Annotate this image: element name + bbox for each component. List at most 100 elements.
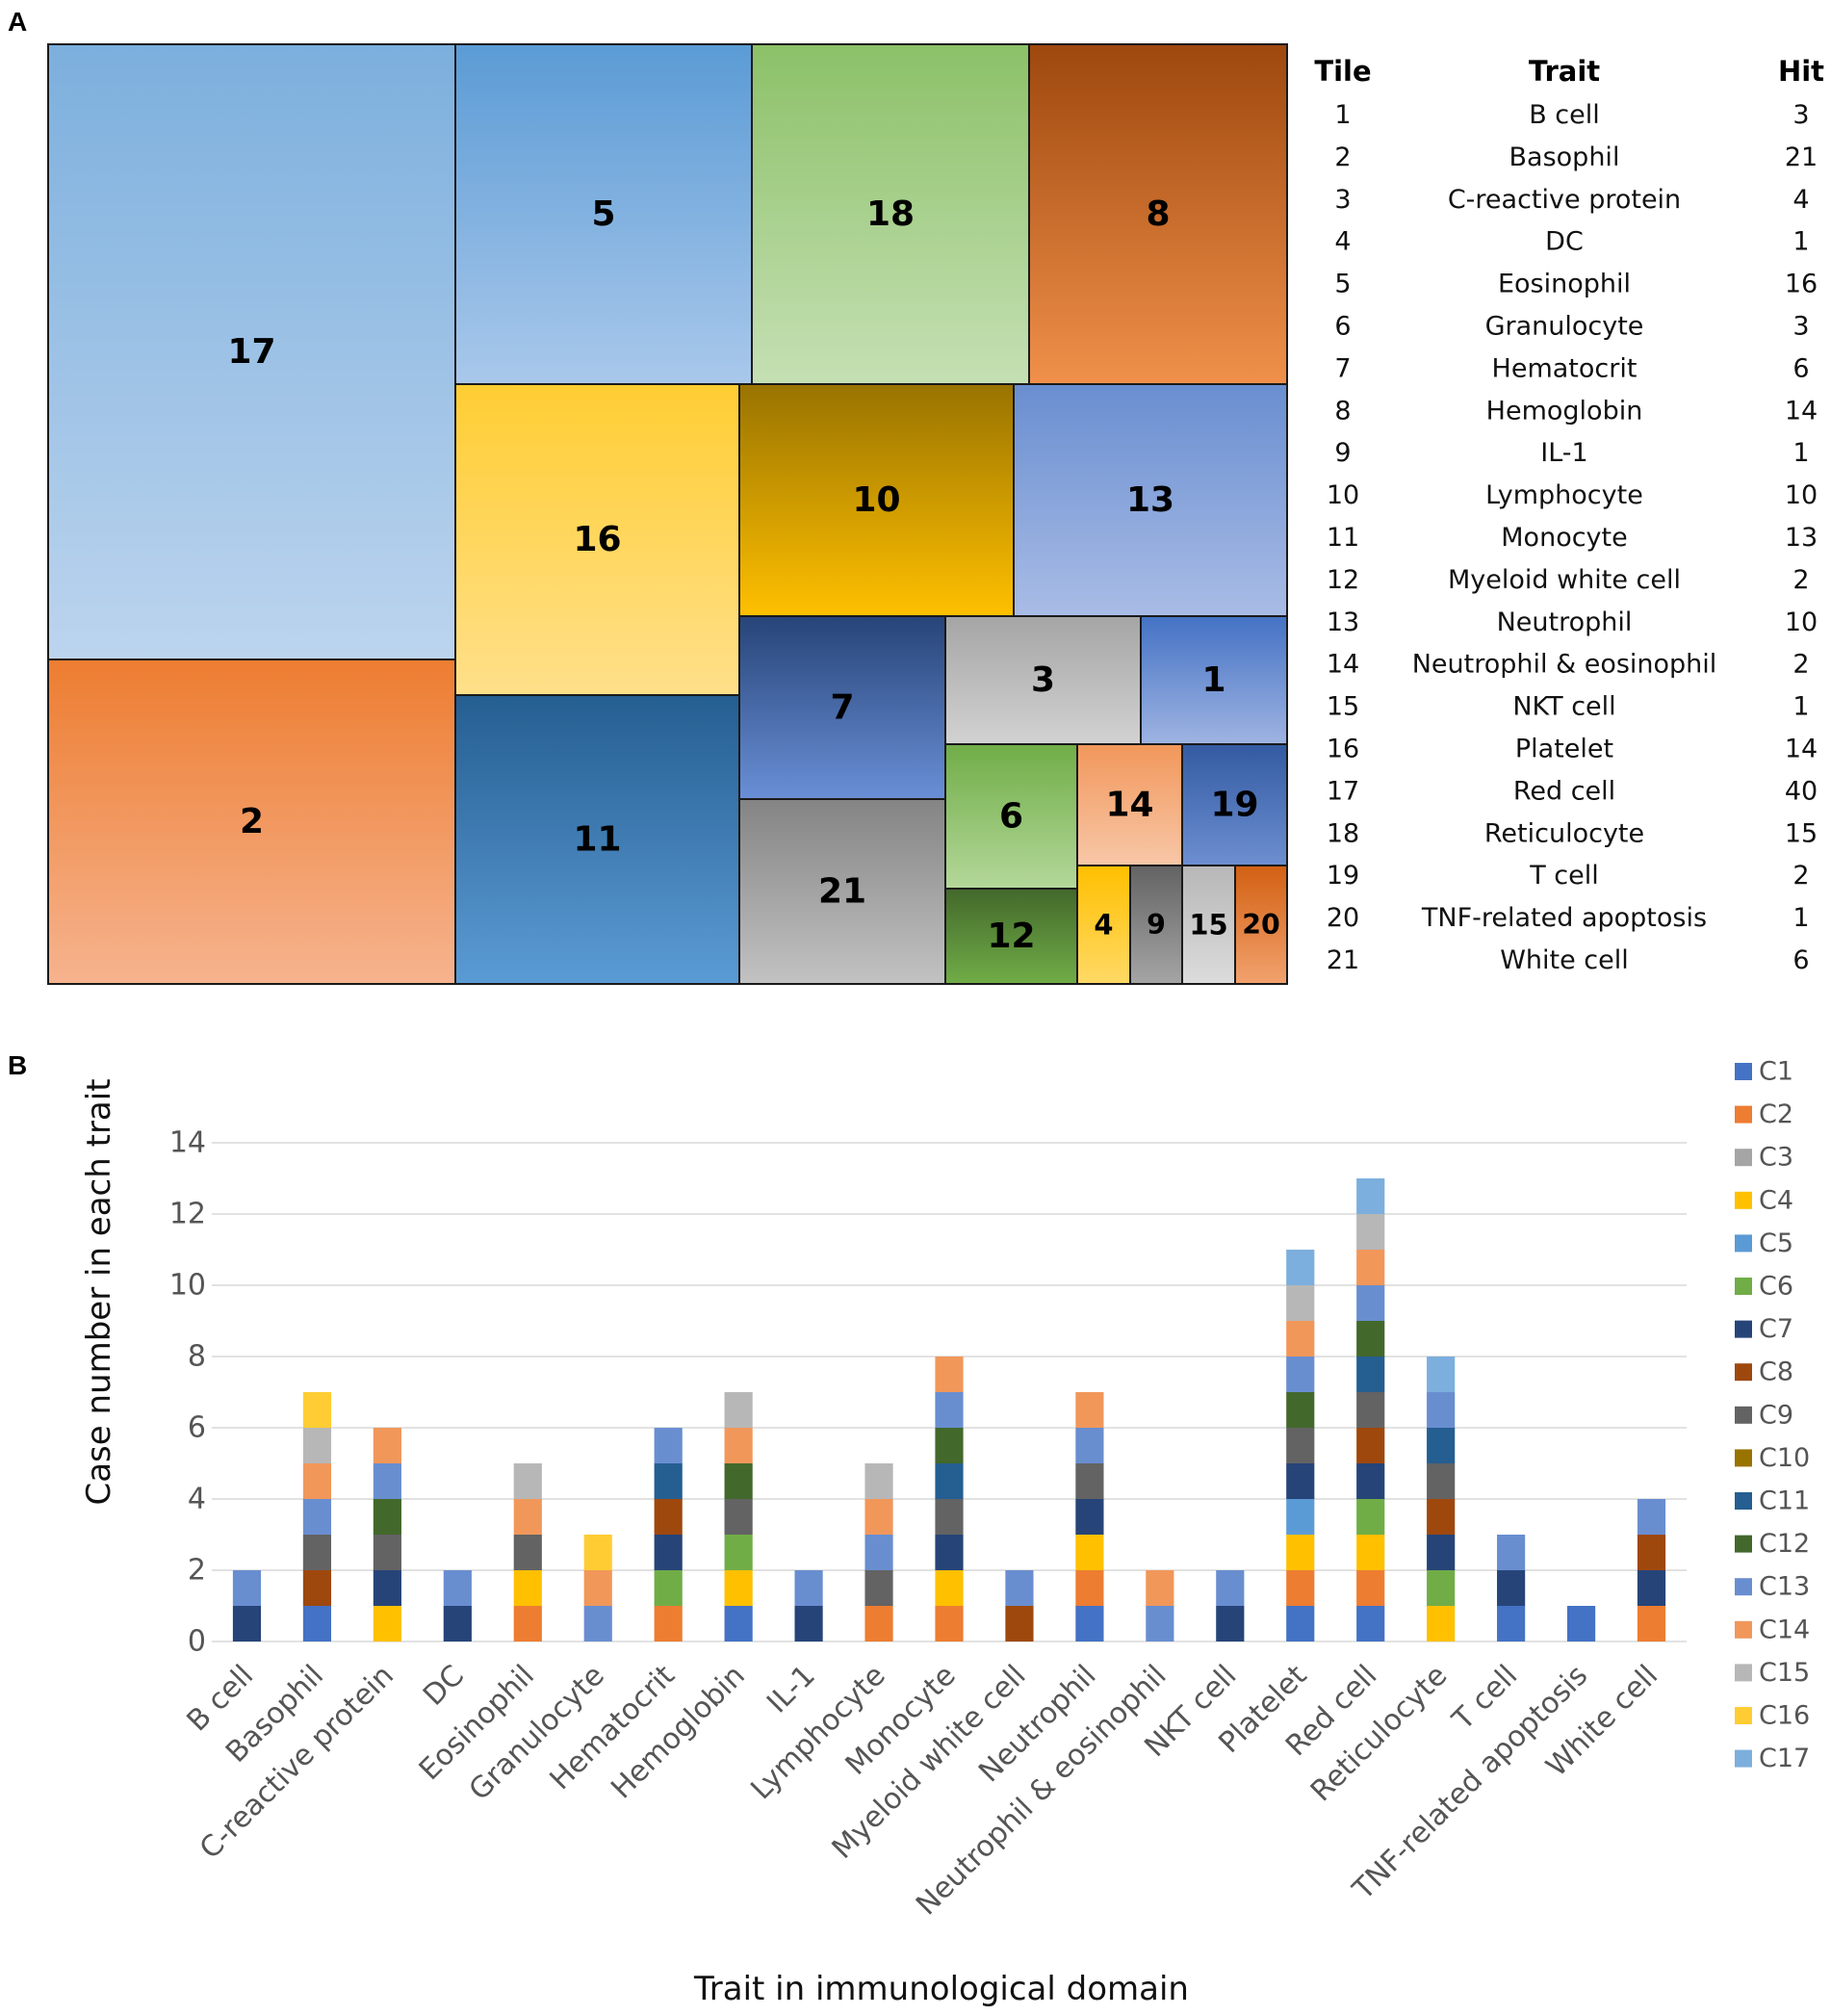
legend-swatch-c15 [1735, 1664, 1752, 1682]
bar-segment-c1 [1075, 1606, 1104, 1641]
bar-segment-c13 [1497, 1535, 1526, 1570]
legend-swatch-c2 [1735, 1105, 1752, 1124]
table-trait-name: Granulocyte [1485, 312, 1644, 342]
treemap-tile-label: 5 [591, 194, 615, 234]
treemap-tile-label: 17 [227, 332, 275, 372]
hit-header: Hit [1778, 55, 1824, 88]
bar-segment-c7 [1356, 1463, 1385, 1499]
table-hit-count: 14 [1785, 396, 1818, 426]
legend-label: C15 [1759, 1658, 1810, 1688]
panel-a-letter: A [8, 7, 27, 37]
bar-segment-c9 [724, 1499, 753, 1535]
bar-segment-c4 [1427, 1606, 1456, 1641]
table-tile-number: 1 [1334, 100, 1351, 130]
bar-segment-c14 [1146, 1570, 1174, 1606]
bar-segment-c13 [232, 1570, 262, 1606]
y-tick-label: 12 [169, 1198, 206, 1231]
bar-segment-c7 [1216, 1606, 1245, 1641]
treemap-tile-20 [1234, 865, 1288, 985]
bar-segment-c13 [654, 1428, 683, 1463]
treemap-tile-label: 8 [1146, 194, 1170, 234]
table-hit-count: 21 [1785, 142, 1818, 172]
bar-segment-c4 [513, 1570, 542, 1606]
bar-segment-c9 [1286, 1428, 1315, 1463]
treemap-tile-10 [738, 383, 1015, 617]
legend-swatch-c5 [1735, 1234, 1752, 1253]
legend-label: C7 [1759, 1314, 1793, 1344]
table-tile-number: 6 [1334, 312, 1351, 342]
bar-segment-c16 [302, 1392, 332, 1428]
bar-segment-c15 [724, 1392, 753, 1428]
bar-segment-c13 [794, 1570, 823, 1606]
bar-segment-c7 [1075, 1499, 1104, 1535]
bar-segment-c4 [373, 1606, 401, 1641]
bar-segment-c2 [654, 1606, 683, 1641]
bar-segment-c2 [1075, 1570, 1104, 1606]
table-trait-name: Platelet [1515, 735, 1613, 764]
bar-segment-c7 [654, 1535, 683, 1570]
table-trait-name: IL-1 [1540, 438, 1587, 468]
y-tick-label: 2 [188, 1554, 206, 1588]
bar-segment-c2 [1637, 1606, 1666, 1641]
bar-segment-c13 [583, 1606, 612, 1641]
x-axis-title: Trait in immunological domain [693, 1970, 1189, 2008]
legend-label: C2 [1759, 1099, 1793, 1129]
bar-segment-c6 [724, 1535, 753, 1570]
table-trait-name: Neutrophil [1497, 607, 1633, 637]
bar-segment-c12 [935, 1428, 964, 1463]
bar-segment-c14 [302, 1463, 332, 1499]
legend-swatch-c11 [1735, 1492, 1752, 1510]
bar-segment-c2 [1286, 1570, 1315, 1606]
table-tile-number: 16 [1327, 735, 1359, 764]
treemap-tile-17 [47, 43, 456, 660]
bar-segment-c14 [1286, 1321, 1315, 1357]
table-trait-name: DC [1545, 227, 1584, 257]
table-tile-number: 9 [1334, 438, 1351, 468]
table-tile-number: 13 [1327, 607, 1359, 637]
table-hit-count: 40 [1785, 776, 1818, 806]
treemap-tile-label: 18 [866, 194, 915, 234]
legend-swatch-c6 [1735, 1278, 1752, 1295]
bar-segment-c13 [1356, 1285, 1385, 1321]
bar-segment-c1 [724, 1606, 753, 1641]
legend-swatch-c3 [1735, 1149, 1752, 1167]
bar-segment-c2 [864, 1606, 893, 1641]
bar-segment-c14 [1356, 1250, 1385, 1285]
bar-segment-c15 [1286, 1285, 1315, 1321]
legend-swatch-c13 [1735, 1578, 1752, 1596]
treemap-tile-label: 12 [987, 917, 1035, 956]
bar-segment-c13 [1216, 1570, 1245, 1606]
bar-segment-c12 [724, 1463, 753, 1499]
treemap-tile-9 [1129, 865, 1183, 985]
legend-swatch-c7 [1735, 1320, 1752, 1338]
table-hit-count: 16 [1785, 270, 1818, 299]
bar-segment-c1 [302, 1606, 332, 1641]
bar-segment-c14 [513, 1499, 542, 1535]
bar-segment-c17 [1286, 1250, 1315, 1285]
table-trait-name: C-reactive protein [1448, 185, 1681, 215]
bar-segment-c9 [1427, 1463, 1456, 1499]
table-trait-name: Hematocrit [1492, 353, 1638, 383]
legend-swatch-c1 [1735, 1063, 1752, 1080]
bar-segment-c11 [654, 1463, 683, 1499]
table-trait-name: Lymphocyte [1485, 480, 1643, 510]
bar-segment-c13 [1427, 1392, 1456, 1428]
treemap-tile-label: 19 [1210, 786, 1258, 825]
bar-segment-c11 [1356, 1357, 1385, 1392]
panel-b-letter: B [8, 1050, 27, 1080]
legend-swatch-c8 [1735, 1363, 1752, 1382]
bar-segment-c7 [443, 1606, 472, 1641]
y-tick-label: 4 [188, 1483, 206, 1516]
legend-label: C10 [1759, 1443, 1810, 1473]
bar-segment-c9 [1356, 1392, 1385, 1428]
bars [232, 1178, 1666, 1641]
table-tile-number: 21 [1327, 945, 1359, 975]
treemap-tile-label: 1 [1201, 660, 1225, 700]
bar-segment-c7 [1497, 1570, 1526, 1606]
treemap-tile-label: 16 [573, 520, 621, 559]
table-trait-name: TNF-related apoptosis [1421, 903, 1707, 933]
bar-segment-c13 [1075, 1428, 1104, 1463]
bar-segment-c8 [1356, 1428, 1385, 1463]
